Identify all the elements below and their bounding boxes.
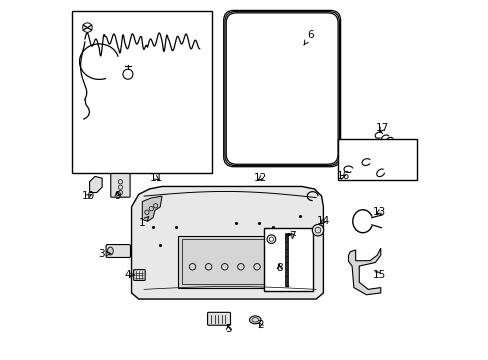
Text: 8: 8 [275, 263, 282, 273]
Text: 6: 6 [304, 30, 313, 45]
Text: 7: 7 [289, 231, 296, 240]
Text: 17: 17 [375, 123, 388, 133]
Text: 16: 16 [336, 171, 349, 181]
Text: 15: 15 [371, 270, 385, 280]
Ellipse shape [107, 247, 113, 255]
Text: 3: 3 [98, 248, 110, 258]
Ellipse shape [249, 316, 261, 324]
Polygon shape [89, 176, 102, 193]
Text: 12: 12 [253, 173, 267, 183]
Polygon shape [142, 196, 162, 221]
Bar [72, 12, 212, 173]
Text: 11: 11 [150, 173, 163, 183]
FancyBboxPatch shape [133, 270, 145, 280]
Bar [337, 139, 416, 180]
Text: 10: 10 [82, 191, 95, 201]
Text: 13: 13 [371, 207, 385, 217]
Text: 14: 14 [316, 216, 329, 226]
Bar [182, 239, 271, 284]
FancyBboxPatch shape [106, 244, 130, 257]
Bar [264, 228, 312, 291]
Polygon shape [131, 186, 323, 299]
FancyBboxPatch shape [207, 312, 230, 325]
Text: 5: 5 [224, 324, 231, 334]
Text: 9: 9 [114, 191, 120, 201]
FancyBboxPatch shape [110, 174, 130, 197]
Text: 1: 1 [139, 217, 148, 228]
Text: 2: 2 [257, 320, 264, 330]
Polygon shape [348, 248, 380, 295]
Bar [178, 235, 274, 288]
Circle shape [312, 225, 323, 236]
Text: 4: 4 [124, 270, 134, 280]
